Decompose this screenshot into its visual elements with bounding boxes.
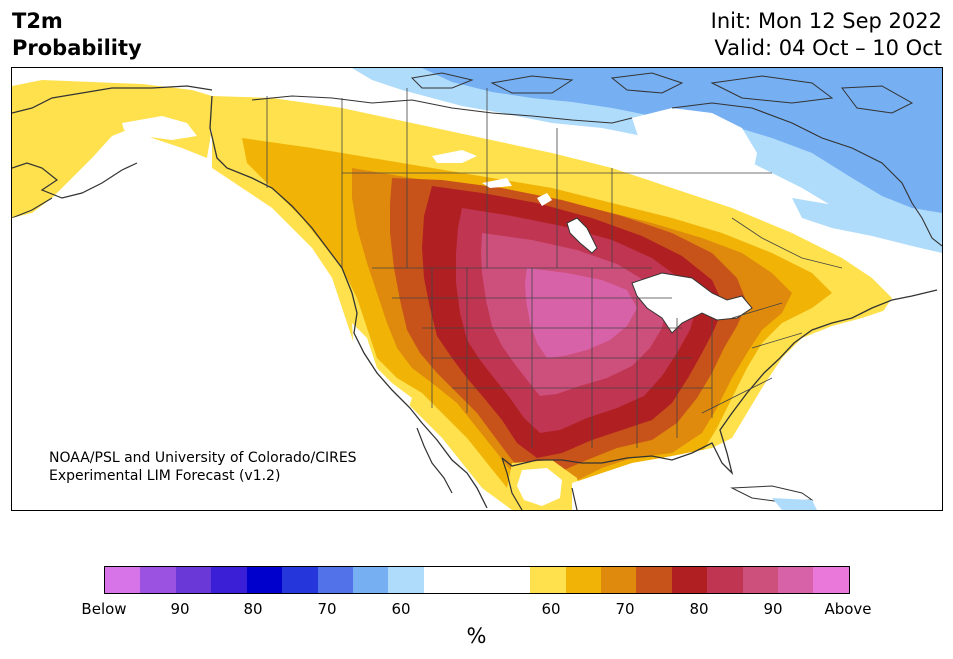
- colorbar: [104, 566, 850, 594]
- colorbar-below-segment-8: [388, 567, 424, 593]
- tick-below-60: 60: [391, 600, 411, 618]
- mexico-coastline: [501, 457, 578, 510]
- title-line-1: T2m: [12, 9, 63, 33]
- arctic-below-mid: [422, 68, 942, 213]
- tick-below: Below: [81, 600, 127, 618]
- credit-line-1: NOAA/PSL and University of Colorado/CIRE…: [49, 450, 357, 466]
- colorbar-below-segment-6: [317, 567, 353, 593]
- colorbar-above-segment-4: [671, 567, 708, 593]
- colorbar-ticks: Below 90 80 70 60 60 70 80 90 Above: [0, 600, 953, 618]
- political-borders: [266, 88, 843, 448]
- hudson-bay: [632, 108, 757, 196]
- colorbar-above-segment-3: [636, 567, 672, 593]
- colorbar-below-segment-4: [246, 567, 283, 593]
- alaska-white-patch: [122, 116, 197, 140]
- credit-text: NOAA/PSL and University of Colorado/CIRE…: [49, 449, 357, 485]
- valid-range: Valid: 04 Oct – 10 Oct: [714, 36, 942, 60]
- mexico-white: [517, 468, 562, 506]
- colorbar-neutral-segment: [423, 567, 531, 593]
- colorbar-above-segment-0: [530, 567, 566, 593]
- colorbar-below-segment-1: [140, 567, 176, 593]
- colorbar-below-segment-0: [105, 567, 141, 593]
- north-lakes: [432, 150, 552, 206]
- tick-below-70: 70: [317, 600, 337, 618]
- colorbar-above-segment-2: [600, 567, 637, 593]
- california-neutral: [352, 323, 412, 413]
- baja-coastline: [416, 427, 453, 494]
- colorbar-above-segment-1: [565, 567, 601, 593]
- pacific-ocean: [12, 168, 492, 510]
- colorbar-below-segment-3: [211, 567, 247, 593]
- colorbar-below-segment-5: [282, 567, 318, 593]
- west-coastline: [209, 95, 488, 509]
- init-date: Init: Mon 12 Sep 2022: [710, 9, 942, 33]
- alaska-above-60: [12, 80, 212, 218]
- colorbar-above-segment-5: [707, 567, 743, 593]
- tick-below-80: 80: [243, 600, 263, 618]
- colorbar-unit: %: [466, 624, 487, 648]
- above-99: [525, 268, 637, 358]
- colorbar-above-segment-6: [742, 567, 779, 593]
- arctic-coastline: [251, 95, 942, 247]
- gulf-coastline: [501, 289, 938, 476]
- east-canada-below: [792, 198, 942, 253]
- colorbar-above-segment-8: [813, 567, 849, 593]
- probability-map: [11, 67, 943, 511]
- tick-above-70: 70: [615, 600, 635, 618]
- colorbar-above-segment-7: [778, 567, 814, 593]
- forecast-dates: Init: Mon 12 Sep 2022 Valid: 04 Oct – 10…: [711, 8, 942, 62]
- alaska-coast: [12, 85, 213, 219]
- cuba-below: [772, 498, 817, 510]
- tick-above-60: 60: [541, 600, 561, 618]
- map-canvas: [12, 68, 942, 510]
- title-line-2: Probability: [12, 36, 142, 60]
- colorbar-below-segment-2: [175, 567, 212, 593]
- tick-above: Above: [824, 600, 872, 618]
- credit-line-2: Experimental LIM Forecast (v1.2): [49, 468, 281, 484]
- tick-above-80: 80: [689, 600, 709, 618]
- tick-below-90: 90: [170, 600, 190, 618]
- chart-title: T2m Probability: [12, 8, 142, 62]
- colorbar-below-segment-7: [352, 567, 389, 593]
- tick-above-90: 90: [763, 600, 783, 618]
- great-lakes: [631, 272, 753, 334]
- lake-winnipeg: [566, 217, 598, 254]
- arctic-islands: [410, 72, 914, 114]
